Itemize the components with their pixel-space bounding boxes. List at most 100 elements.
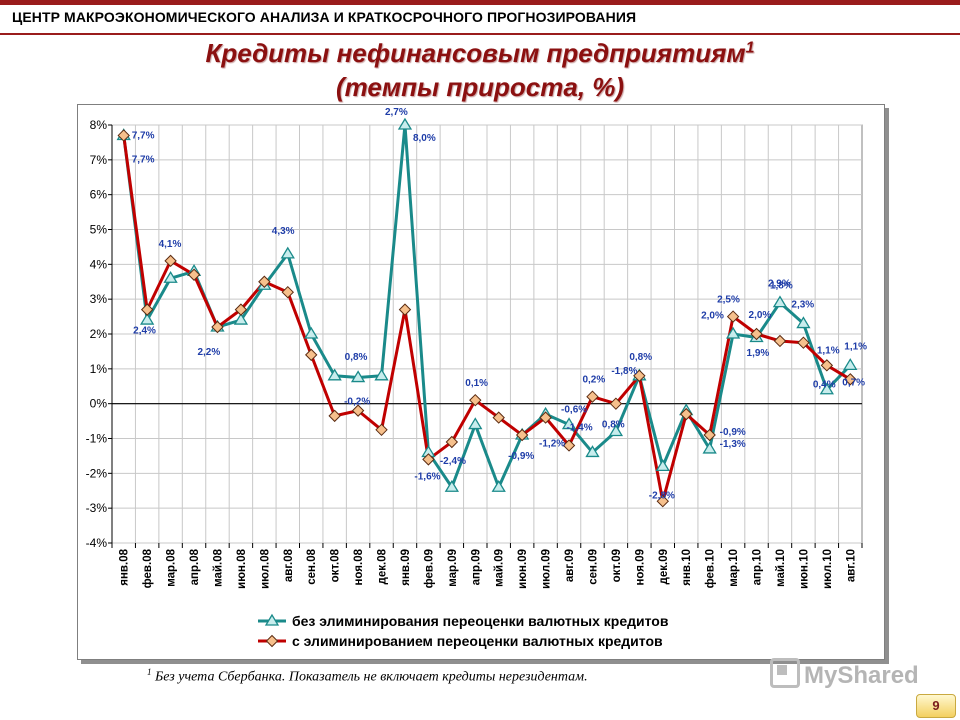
x-tick-label: авг.10 — [845, 549, 857, 582]
data-label: 2,3% — [791, 300, 814, 311]
x-tick-label: авг.08 — [283, 548, 295, 582]
x-tick-label: янв.09 — [400, 549, 412, 586]
series-line-without-elimination — [122, 123, 852, 489]
data-label: -1,6% — [414, 471, 440, 482]
series-point-diamond — [773, 334, 787, 348]
series-point-diamond — [469, 393, 482, 407]
x-tick-label: апр.08 — [189, 548, 201, 585]
series-point-triangle — [327, 368, 342, 381]
data-label: 1,9% — [747, 348, 770, 359]
footnote-text: Без учета Сбербанка. Показатель не включ… — [151, 669, 588, 685]
x-tick-label: июн.08 — [236, 548, 248, 588]
series-point-triangle — [796, 316, 811, 329]
series-point-diamond — [609, 397, 623, 410]
data-label: 2,2% — [197, 347, 220, 358]
y-tick-label: 3% — [90, 292, 108, 306]
x-tick-label: ноя.09 — [634, 549, 646, 586]
data-label: 0,8% — [602, 420, 625, 431]
data-label: 0,8% — [629, 352, 652, 363]
watermark-text: MyShared — [804, 662, 919, 689]
series-point-diamond — [164, 254, 177, 268]
x-tick-label: окт.08 — [330, 548, 342, 582]
x-tick-label: май.09 — [494, 549, 506, 587]
series-point-diamond — [656, 494, 669, 508]
series-point-triangle — [233, 312, 249, 325]
series-point-diamond — [398, 303, 412, 316]
x-tick-label: ноя.08 — [353, 548, 365, 585]
data-label: 2,9% — [768, 279, 791, 290]
chart-frame: -4% -3% -2% -1% 0% 1% 2% 3% 4% 5% 6% 7% 8% янв.08 фев.… — [77, 104, 885, 660]
series-point-triangle — [585, 445, 600, 458]
series-point-diamond — [258, 275, 271, 288]
footnote-mark: 1 — [147, 667, 152, 677]
header-divider — [0, 33, 960, 35]
series-point-triangle — [843, 358, 858, 371]
series-point-diamond — [422, 453, 435, 466]
series-point-diamond — [117, 129, 130, 142]
series-point-triangle — [655, 459, 670, 472]
y-tick-label: 4% — [90, 257, 108, 271]
series-point-diamond — [234, 303, 248, 316]
data-label: 4,3% — [272, 226, 295, 237]
series-point-diamond — [844, 373, 857, 386]
line-chart: -4% -3% -2% -1% 0% 1% 2% 3% 4% 5% 6% 7% 8% янв.08 фев.… — [86, 107, 868, 649]
data-label: -1,8% — [611, 366, 637, 377]
y-tick-label: 2% — [90, 327, 108, 341]
series-point-diamond — [703, 428, 716, 442]
y-tick-label: 5% — [90, 223, 108, 237]
series-point-triangle — [163, 271, 178, 283]
x-tick-label: мар.08 — [166, 548, 178, 586]
data-label: -2,8% — [649, 490, 675, 501]
series-point-diamond — [140, 303, 154, 316]
series-point-diamond — [445, 435, 459, 449]
series-point-triangle — [725, 326, 741, 339]
x-tick-label: фев.08 — [142, 548, 154, 588]
series-point-triangle — [491, 480, 506, 492]
series-point-triangle — [304, 326, 319, 339]
series-point-diamond — [562, 439, 576, 452]
header-org: ЦЕНТР МАКРОЭКОНОМИЧЕСКОГО АНАЛИЗА И КРАТ… — [12, 9, 637, 25]
x-tick-label: фев.10 — [705, 549, 717, 588]
data-label: -0,9% — [720, 427, 746, 438]
data-label: 0,4% — [813, 379, 836, 390]
x-tick-label: окт.09 — [611, 549, 623, 582]
data-label: 2,0% — [749, 310, 772, 321]
series-point-diamond — [797, 336, 810, 349]
data-label: -2,4% — [440, 456, 466, 467]
y-tick-label: 0% — [90, 397, 108, 411]
watermark: MyShared — [770, 658, 919, 690]
x-tick-label: апр.10 — [752, 549, 764, 585]
series-point-triangle — [374, 368, 389, 381]
series-point-diamond — [633, 369, 646, 383]
x-tick-label: мар.09 — [447, 549, 459, 587]
x-tick-label: май.10 — [775, 549, 787, 587]
data-label: -0,6% — [561, 405, 587, 416]
legend-label: с элиминированием переоценки валютных кр… — [292, 633, 663, 649]
data-label: 0,8% — [345, 352, 368, 363]
data-label: 2,7% — [385, 107, 408, 118]
data-label: 1,8% — [770, 281, 793, 292]
x-tick-label: янв.08 — [119, 548, 131, 585]
x-tick-label: июн.10 — [798, 549, 810, 589]
watermark-logo-icon — [770, 658, 800, 688]
data-label: 2,5% — [717, 295, 740, 306]
data-label: 1,1% — [844, 341, 867, 352]
x-tick-label: апр.09 — [470, 549, 482, 585]
y-tick-label: 6% — [90, 188, 108, 202]
chart-title-text: Кредиты нефинансовым предприятиям — [205, 38, 746, 68]
chart-subtitle: (темпы прироста, %) — [335, 72, 625, 102]
series-point-triangle — [772, 295, 788, 308]
data-label: -1,3% — [720, 439, 746, 450]
data-label: 0,1% — [465, 378, 488, 389]
x-tick-label: май.08 — [212, 548, 224, 586]
legend-swatch-diamond — [265, 634, 279, 648]
data-label: -1,2% — [539, 439, 565, 450]
header-accent — [0, 0, 960, 5]
series-point-diamond — [680, 407, 693, 421]
series-point-diamond — [750, 327, 763, 341]
series-point-diamond — [375, 423, 388, 436]
data-label: 8,0% — [413, 133, 436, 144]
x-tick-label: июл.10 — [822, 549, 834, 589]
page-number: 9 — [916, 694, 956, 718]
x-tick-label: дек.09 — [658, 549, 670, 584]
